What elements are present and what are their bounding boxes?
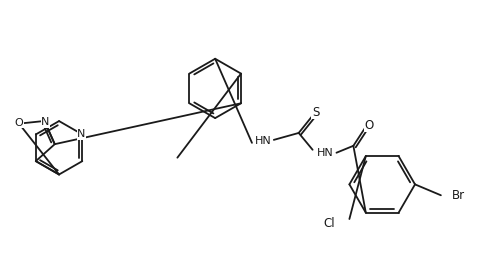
Text: O: O	[15, 118, 23, 128]
Text: HN: HN	[317, 148, 334, 158]
Text: N: N	[41, 117, 50, 127]
Text: S: S	[312, 106, 319, 119]
Text: HN: HN	[255, 136, 271, 146]
Text: N: N	[77, 130, 85, 140]
Text: Cl: Cl	[324, 217, 335, 230]
Text: Br: Br	[452, 189, 466, 202]
Text: O: O	[365, 119, 374, 132]
